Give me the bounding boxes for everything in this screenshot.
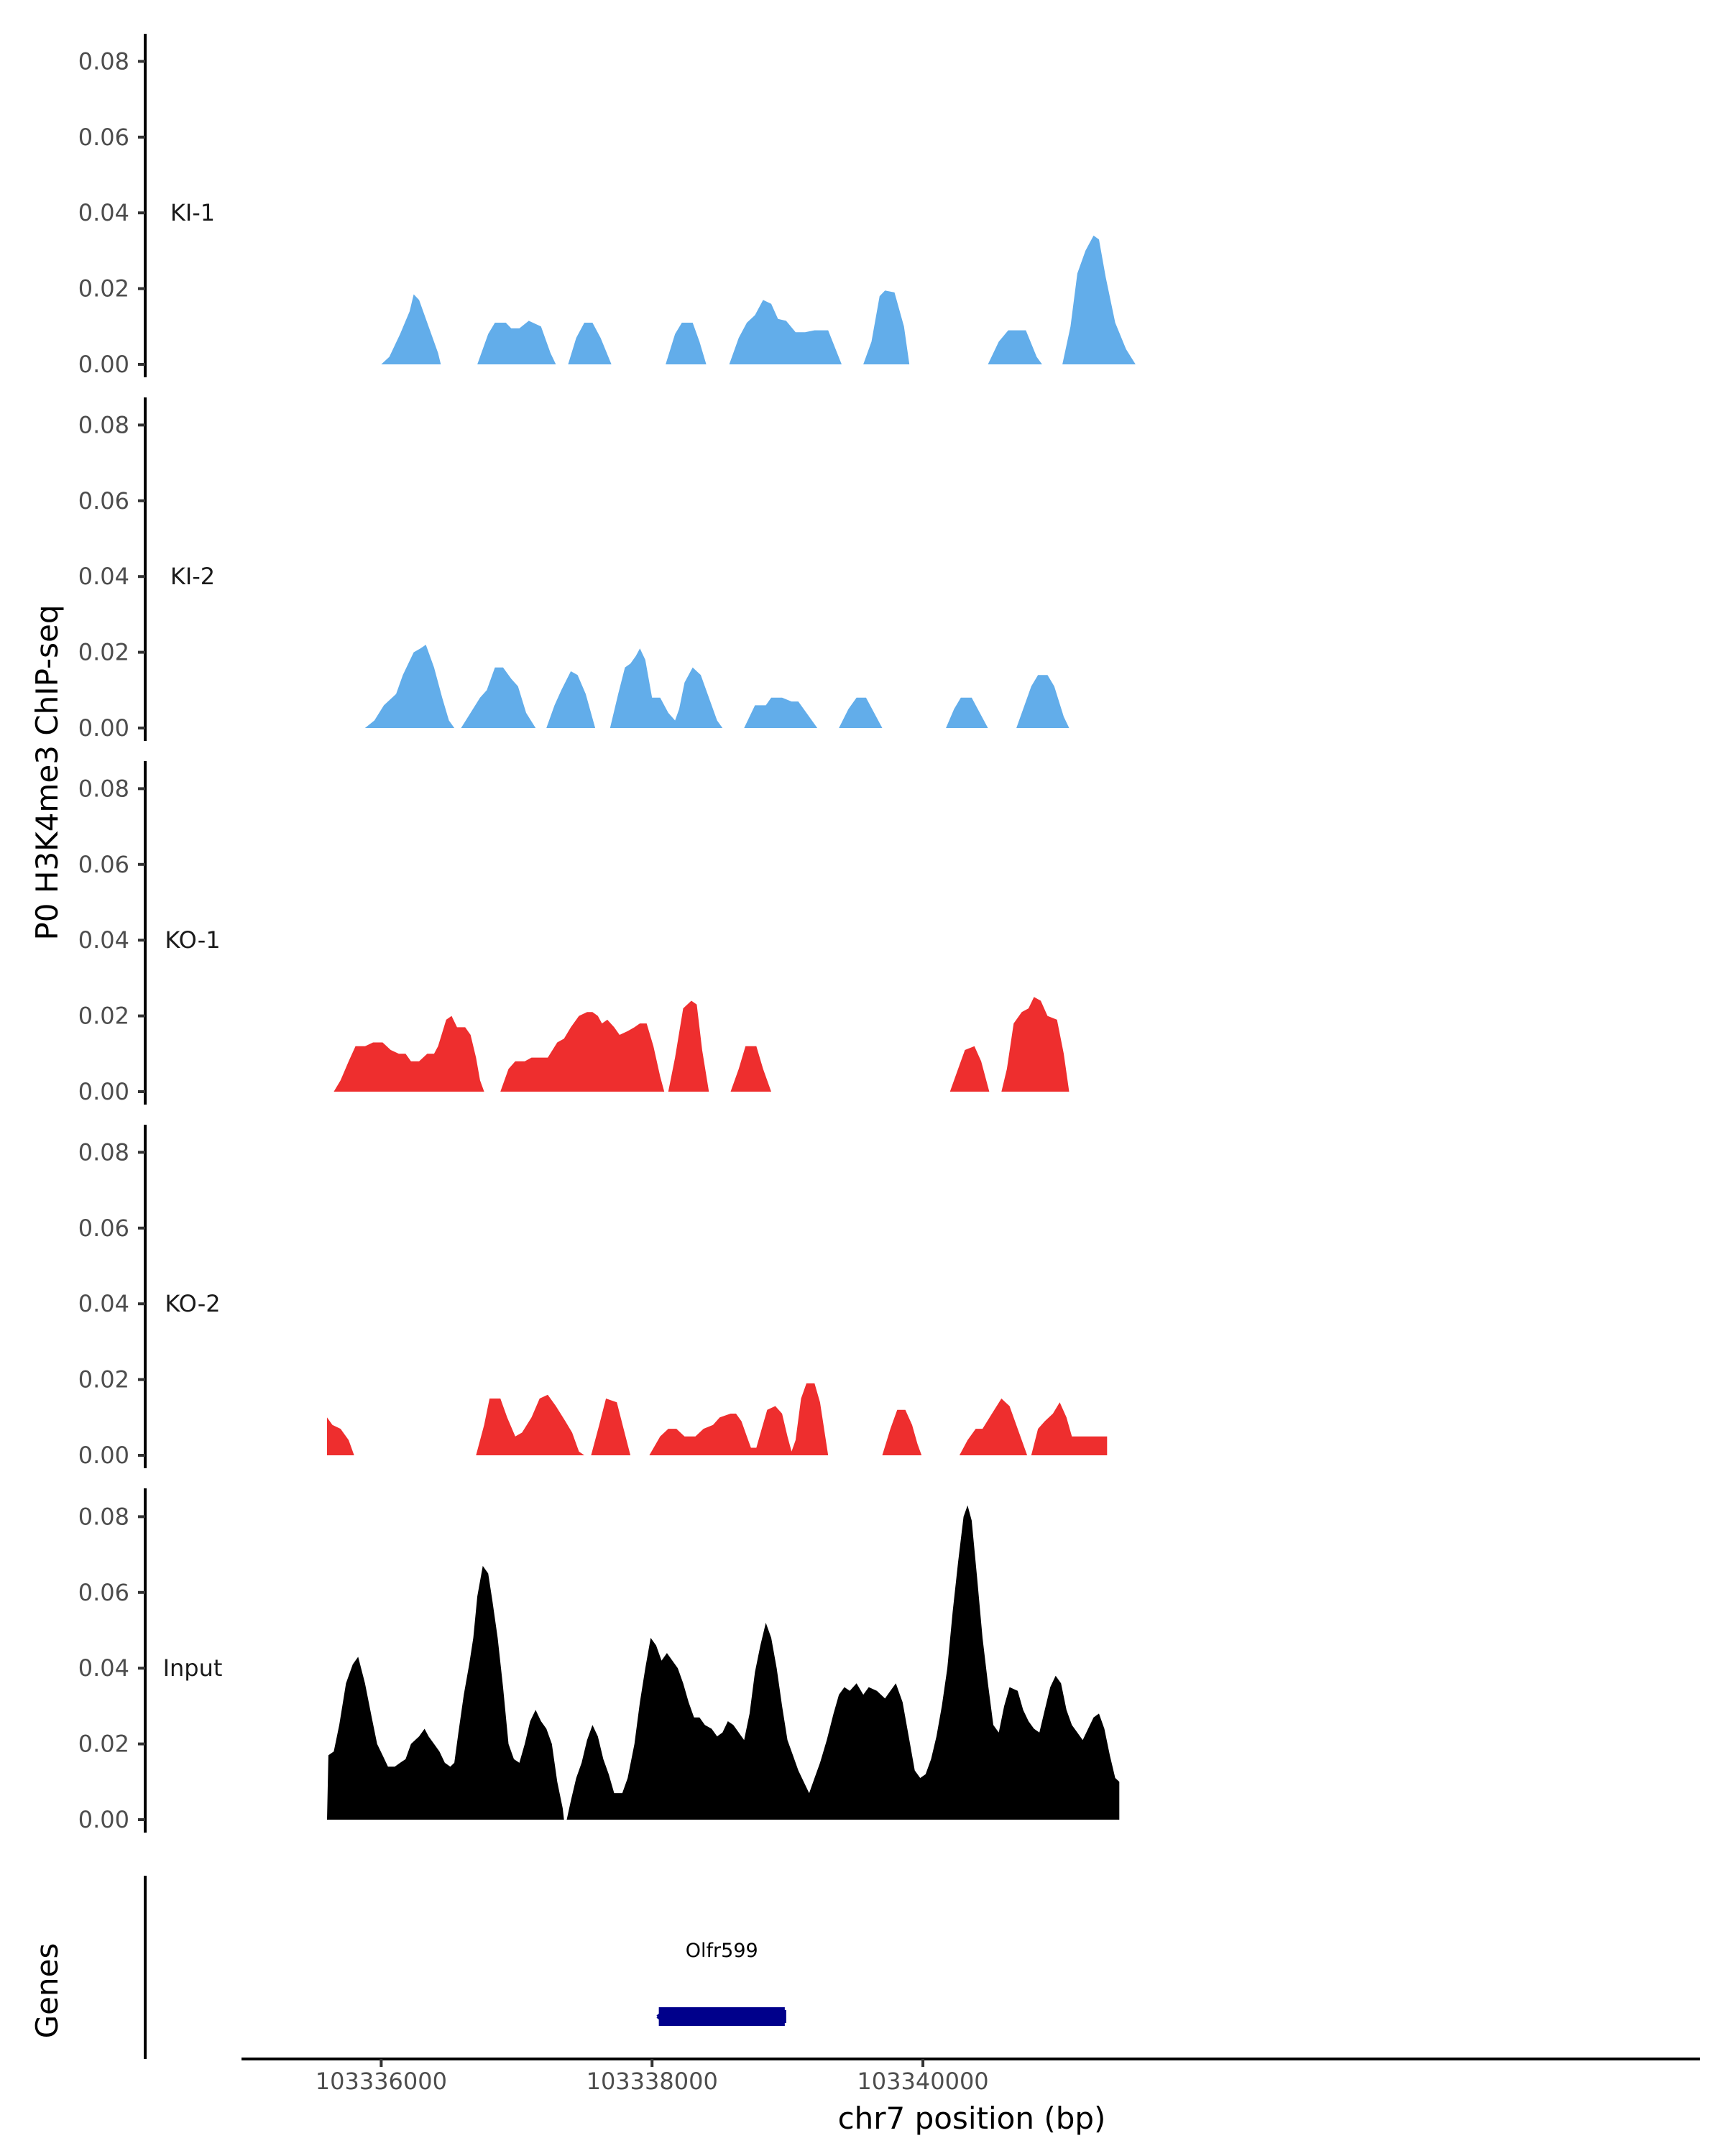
track-ki-1: 0.00 0.02 0.04 0.06 0.08 KI-1 xyxy=(78,34,1136,378)
genes-title: Genes xyxy=(29,1943,65,2039)
signal-area-ko-2 xyxy=(327,1383,1108,1455)
y-tick-label: 0.02 xyxy=(78,639,129,666)
track-ki-2: 0.00 0.02 0.04 0.06 0.08 KI-2 xyxy=(78,397,1070,742)
y-tick-label: 0.06 xyxy=(78,1215,129,1242)
signal-area-ki-2 xyxy=(364,645,1070,728)
y-tick-label: 0.00 xyxy=(78,1442,129,1469)
y-tick-label: 0.08 xyxy=(78,1138,129,1166)
y-tick-label: 0.04 xyxy=(78,926,129,954)
track-input: 0.00 0.02 0.04 0.06 0.08 Input xyxy=(78,1488,1120,1833)
y-axis-title: P0 H3K4me3 ChIP-seq xyxy=(29,604,65,940)
x-axis-title: chr7 position (bp) xyxy=(838,2101,1106,2136)
track-label: Input xyxy=(163,1654,223,1682)
y-tick-label: 0.02 xyxy=(78,1366,129,1393)
track-label: KO-2 xyxy=(165,1290,220,1317)
track-ko-1: 0.00 0.02 0.04 0.06 0.08 KO-1 xyxy=(78,761,1070,1105)
track-label: KI-2 xyxy=(170,563,215,590)
y-tick-label: 0.08 xyxy=(78,1503,129,1530)
y-tick-label: 0.00 xyxy=(78,351,129,378)
y-tick-label: 0.06 xyxy=(78,851,129,878)
y-tick-label: 0.08 xyxy=(78,411,129,438)
y-tick-label: 0.00 xyxy=(78,1078,129,1105)
y-tick-label: 0.04 xyxy=(78,1654,129,1682)
signal-area-ko-1 xyxy=(334,997,1070,1092)
y-tick-label: 0.04 xyxy=(78,199,129,226)
gene-body xyxy=(658,2007,785,2026)
y-tick-label: 0.02 xyxy=(78,1731,129,1758)
y-tick-label: 0.00 xyxy=(78,714,129,742)
x-tick-label: 103340000 xyxy=(857,2068,988,2095)
y-tick-label: 0.02 xyxy=(78,275,129,303)
strand-arrow-icon xyxy=(656,2009,667,2024)
y-tick-label: 0.08 xyxy=(78,47,129,75)
signal-area-input xyxy=(327,1505,1120,1820)
y-tick-label: 0.06 xyxy=(78,487,129,515)
tracks-layer: 0.00 0.02 0.04 0.06 0.08 KI-1 0.00 0.02 0.04 0.06… xyxy=(78,34,1136,1833)
signal-area-ki-1 xyxy=(381,235,1136,364)
gene-olfr599: Olfr599 xyxy=(656,1940,786,2026)
y-tick-label: 0.08 xyxy=(78,775,129,802)
x-axis: 103336000 103338000 103340000 xyxy=(242,2058,1700,2095)
y-tick-label: 0.06 xyxy=(78,124,129,151)
y-tick-label: 0.00 xyxy=(78,1806,129,1833)
y-tick-label: 0.04 xyxy=(78,1290,129,1317)
track-label: KO-1 xyxy=(165,926,220,954)
x-tick-label: 103338000 xyxy=(586,2068,718,2095)
x-tick-label: 103336000 xyxy=(316,2068,447,2095)
gene-label: Olfr599 xyxy=(686,1940,758,1962)
track-label: KI-1 xyxy=(170,199,215,226)
genes-panel: Olfr599 xyxy=(144,1876,786,2059)
y-tick-label: 0.04 xyxy=(78,563,129,590)
track-ko-2: 0.00 0.02 0.04 0.06 0.08 KO-2 xyxy=(78,1125,1108,1469)
y-tick-label: 0.02 xyxy=(78,1003,129,1030)
y-tick-label: 0.06 xyxy=(78,1579,129,1606)
